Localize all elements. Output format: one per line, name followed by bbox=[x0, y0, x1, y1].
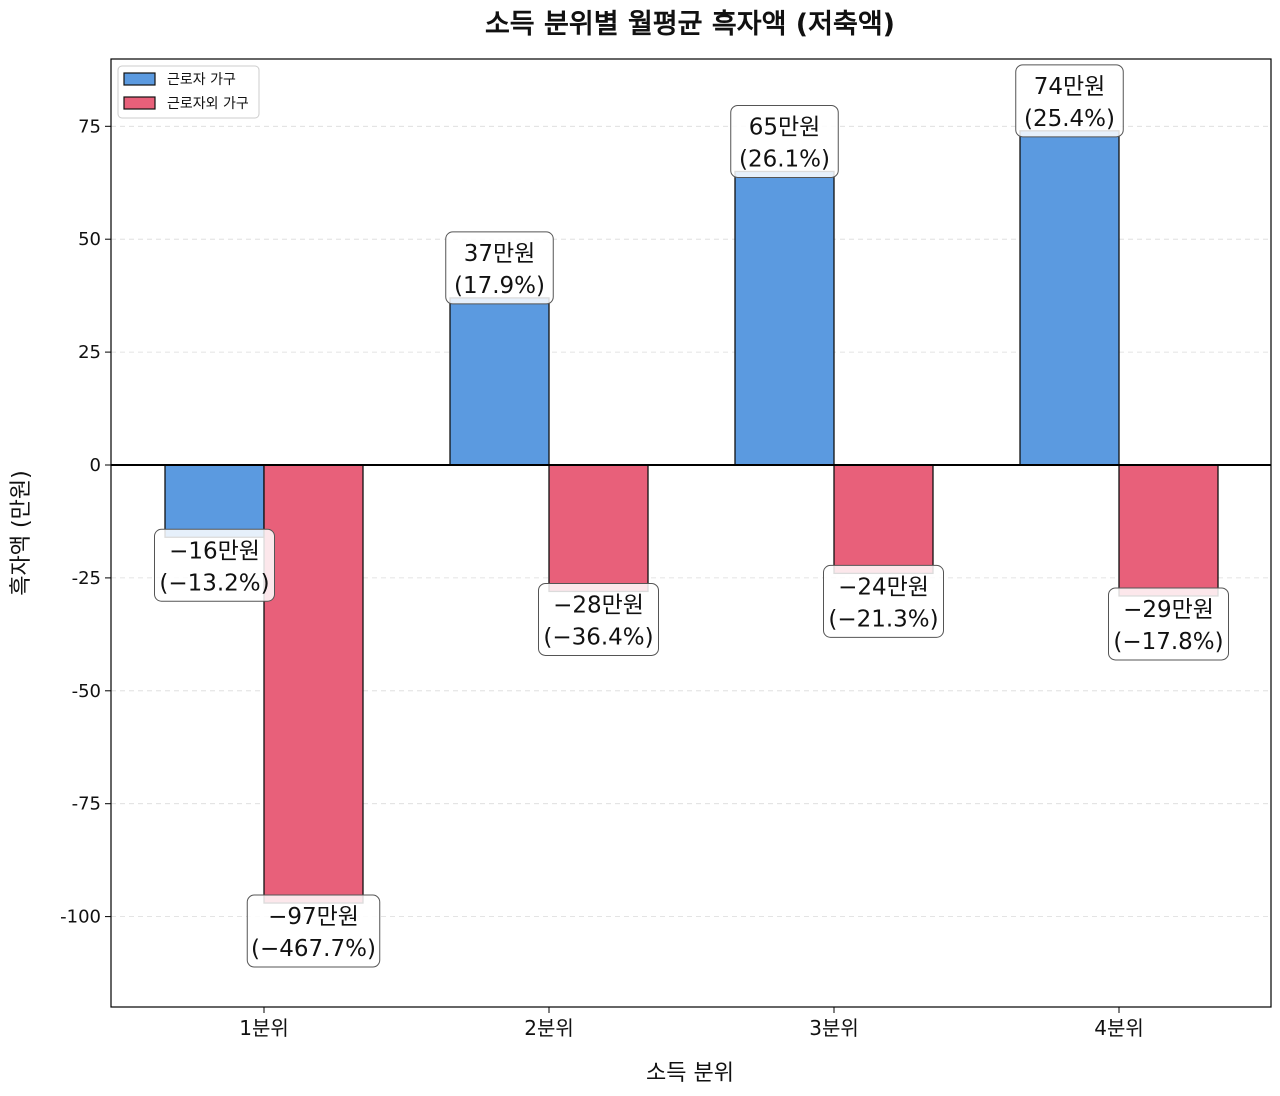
data-label-text: (−36.4%) bbox=[543, 624, 653, 650]
data-label-box bbox=[445, 231, 554, 305]
chart-title: 소득 분위별 월평균 흑자액 (저축액) bbox=[485, 9, 895, 40]
x-axis-label: 소득 분위 bbox=[646, 1061, 734, 1086]
data-label-text: (17.9%) bbox=[454, 273, 545, 299]
data-label-workers-3: 65만원 (26.1%) bbox=[730, 104, 839, 178]
y-axis-ticks: 75 50 25 0 -25 -50 -75 -100 bbox=[60, 116, 111, 928]
data-label-box bbox=[730, 104, 839, 178]
bar-workers-4 bbox=[1019, 130, 1120, 466]
x-axis-ticks: 1분위 2분위 3분위 4분위 bbox=[239, 1007, 1144, 1040]
y-tick-label: -75 bbox=[72, 794, 101, 815]
legend-swatch-workers bbox=[123, 72, 156, 86]
data-label-box bbox=[246, 894, 381, 968]
data-label-nonworkers-2: −28만원 (−36.4%) bbox=[538, 582, 659, 656]
legend: 근로자 가구 근로자외 가구 bbox=[117, 65, 260, 119]
y-tick-label: -100 bbox=[60, 907, 101, 928]
x-tick-label: 2분위 bbox=[524, 1016, 574, 1040]
y-tick-label: -50 bbox=[72, 681, 101, 702]
data-labels: −16만원 (−13.2%) −97만원 (−467.7%) 37만원 (17.9%) −2… bbox=[154, 64, 1229, 968]
bar-nonworkers-4 bbox=[1118, 464, 1219, 597]
data-label-text: −97만원 bbox=[268, 904, 359, 930]
legend-label-nonworkers: 근로자외 가구 bbox=[167, 96, 249, 112]
data-label-text: (−467.7%) bbox=[251, 936, 376, 962]
data-label-nonworkers-1: −97만원 (−467.7%) bbox=[246, 894, 381, 968]
y-tick-label: 50 bbox=[78, 229, 101, 250]
data-label-text: (−17.8%) bbox=[1113, 629, 1223, 655]
data-label-box bbox=[1015, 64, 1124, 138]
data-label-box bbox=[1108, 587, 1229, 661]
data-label-workers-2: 37만원 (17.9%) bbox=[445, 231, 554, 305]
data-label-workers-4: 74만원 (25.4%) bbox=[1015, 64, 1124, 138]
y-axis-label: 흑자액 (만원) bbox=[9, 470, 34, 595]
data-label-box bbox=[154, 528, 275, 602]
y-tick-label: 75 bbox=[78, 116, 101, 137]
y-tick-label: 25 bbox=[78, 342, 101, 363]
bar-nonworkers-3 bbox=[833, 464, 934, 575]
legend-label-workers: 근로자 가구 bbox=[167, 72, 236, 88]
data-label-text: −29만원 bbox=[1123, 597, 1214, 623]
bars bbox=[164, 130, 1219, 904]
data-label-text: 74만원 bbox=[1034, 74, 1106, 100]
y-tick-label: -25 bbox=[72, 568, 101, 589]
data-label-text: −16만원 bbox=[169, 538, 260, 564]
bar-nonworkers-1 bbox=[263, 464, 364, 904]
y-tick-label: 0 bbox=[90, 455, 101, 476]
data-label-nonworkers-3: −24만원 (−21.3%) bbox=[823, 564, 944, 638]
data-label-nonworkers-4: −29만원 (−17.8%) bbox=[1108, 587, 1229, 661]
bar-workers-2 bbox=[449, 297, 550, 466]
data-label-text: (25.4%) bbox=[1024, 106, 1115, 132]
data-label-text: (−13.2%) bbox=[159, 570, 269, 596]
bar-nonworkers-2 bbox=[548, 464, 649, 593]
data-label-box bbox=[823, 564, 944, 638]
bar-workers-3 bbox=[734, 170, 835, 466]
data-label-text: −28만원 bbox=[553, 592, 644, 618]
legend-swatch-nonworkers bbox=[123, 96, 156, 110]
data-label-text: (26.1%) bbox=[739, 146, 830, 172]
data-label-text: (−21.3%) bbox=[828, 606, 938, 632]
x-tick-label: 4분위 bbox=[1094, 1016, 1144, 1040]
data-label-workers-1: −16만원 (−13.2%) bbox=[154, 528, 275, 602]
data-label-text: 65만원 bbox=[749, 114, 821, 140]
data-label-text: −24만원 bbox=[838, 574, 929, 600]
data-label-box bbox=[538, 582, 659, 656]
bar-workers-1 bbox=[164, 464, 265, 538]
x-tick-label: 3분위 bbox=[809, 1016, 859, 1040]
plot-frame bbox=[110, 58, 1272, 1008]
x-tick-label: 1분위 bbox=[239, 1016, 289, 1040]
data-label-text: 37만원 bbox=[464, 241, 536, 267]
